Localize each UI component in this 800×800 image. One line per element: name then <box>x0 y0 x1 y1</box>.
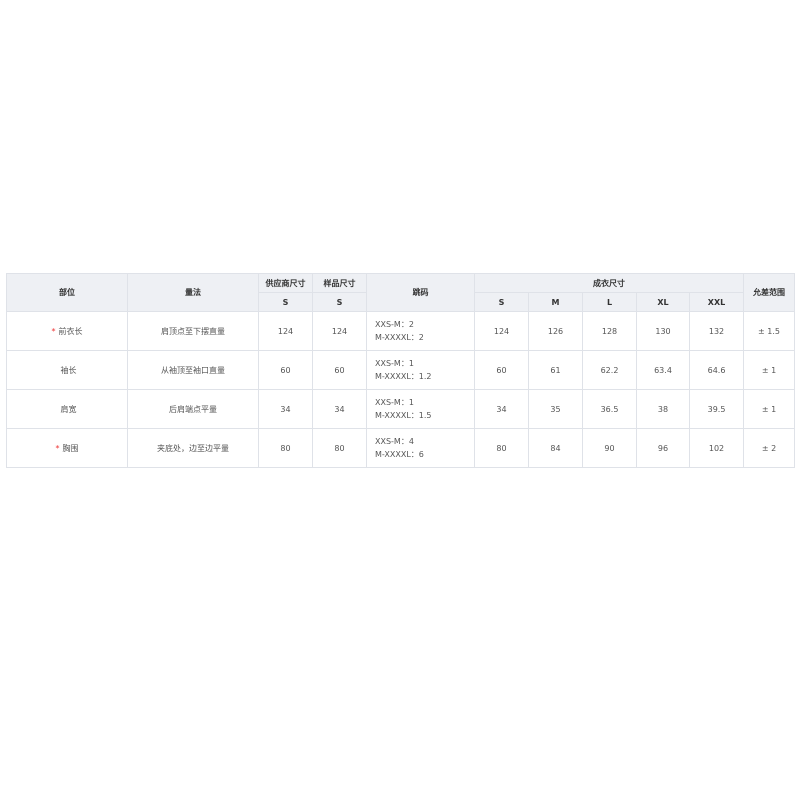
header-garment-size: 成衣尺寸 <box>473 273 745 293</box>
header-method: 量法 <box>127 273 259 312</box>
header-size-xxl: XXL <box>688 292 745 312</box>
garment-size-cell: 130 <box>636 311 690 351</box>
garment-size-cell: 62.2 <box>582 350 637 390</box>
header-sample-size: 样品尺寸 <box>312 273 367 293</box>
header-size-l: L <box>582 292 637 312</box>
grading-cell: XXS-M：4 M-XXXXL：6 <box>366 428 475 468</box>
table-row: * 胸围 夹底处，边至边平量 80 80 XXS-M：4 M-XXXXL：6 80 84 90 96… <box>6 428 796 468</box>
garment-size-cell: 36.5 <box>582 389 637 429</box>
garment-size-cell: 126 <box>528 311 583 351</box>
grading-cell: XXS-M：2 M-XXXXL：2 <box>366 311 475 351</box>
garment-size-cell: 38 <box>636 389 690 429</box>
part-name: 肩宽 <box>60 404 77 414</box>
header-size-s: S <box>474 292 529 312</box>
required-mark: * <box>55 443 60 453</box>
sample-size-cell: 124 <box>312 311 367 351</box>
header-sample-s: S <box>312 292 367 312</box>
header-supplier-size: 供应商尺寸 <box>258 273 313 293</box>
header-size-m: M <box>528 292 583 312</box>
table-row: 袖长 从袖顶至袖口直量 60 60 XXS-M：1 M-XXXXL：1.2 60 61 62.2… <box>6 350 796 390</box>
table-row: 肩宽 后肩端点平量 34 34 XXS-M：1 M-XXXXL：1.5 34 35 36.5 38… <box>6 389 796 429</box>
header-grading: 跳码 <box>366 273 475 312</box>
garment-size-cell: 61 <box>528 350 583 390</box>
sample-size-cell: 34 <box>312 389 367 429</box>
tolerance-cell: ± 1 <box>743 350 796 390</box>
garment-size-cell: 63.4 <box>636 350 690 390</box>
part-name: 前衣长 <box>58 326 83 336</box>
supplier-size-cell: 34 <box>258 389 313 429</box>
grading-line: XXS-M：4 <box>375 437 414 446</box>
method-cell: 后肩端点平量 <box>127 389 259 429</box>
method-cell: 肩顶点至下摆直量 <box>127 311 259 351</box>
garment-size-cell: 90 <box>582 428 637 468</box>
garment-size-cell: 60 <box>474 350 529 390</box>
header-tolerance: 允差范围 <box>743 273 796 312</box>
part-cell: * 前衣长 <box>6 311 128 351</box>
supplier-size-cell: 60 <box>258 350 313 390</box>
garment-size-cell: 84 <box>528 428 583 468</box>
method-cell: 从袖顶至袖口直量 <box>127 350 259 390</box>
garment-size-cell: 102 <box>688 428 745 468</box>
grading-line: XXS-M：2 <box>375 320 414 329</box>
garment-size-cell: 35 <box>528 389 583 429</box>
garment-size-cell: 128 <box>582 311 637 351</box>
garment-size-cell: 64.6 <box>688 350 745 390</box>
garment-size-cell: 124 <box>474 311 529 351</box>
grading-line: M-XXXXL：6 <box>375 450 424 459</box>
grading-line: XXS-M：1 <box>375 359 414 368</box>
tolerance-cell: ± 1.5 <box>743 311 796 351</box>
part-cell: 肩宽 <box>6 389 128 429</box>
sample-size-cell: 80 <box>312 428 367 468</box>
garment-size-cell: 39.5 <box>688 389 745 429</box>
grading-line: M-XXXXL：2 <box>375 333 424 342</box>
size-spec-table: 部位 量法 供应商尺寸 样品尺寸 跳码 成衣尺寸 允差范围 S S S M L … <box>6 273 796 468</box>
garment-size-cell: 80 <box>474 428 529 468</box>
part-name: 胸围 <box>62 443 79 453</box>
grading-cell: XXS-M：1 M-XXXXL：1.2 <box>366 350 475 390</box>
header-part: 部位 <box>6 273 128 312</box>
supplier-size-cell: 124 <box>258 311 313 351</box>
tolerance-cell: ± 2 <box>743 428 796 468</box>
grading-line: M-XXXXL：1.2 <box>375 372 432 381</box>
tolerance-cell: ± 1 <box>743 389 796 429</box>
grading-line: M-XXXXL：1.5 <box>375 411 432 420</box>
required-mark: * <box>51 326 56 336</box>
part-name: 袖长 <box>60 365 77 375</box>
header-supplier-s: S <box>258 292 313 312</box>
part-cell: * 胸围 <box>6 428 128 468</box>
garment-size-cell: 96 <box>636 428 690 468</box>
supplier-size-cell: 80 <box>258 428 313 468</box>
garment-size-cell: 132 <box>688 311 745 351</box>
garment-size-cell: 34 <box>474 389 529 429</box>
grading-cell: XXS-M：1 M-XXXXL：1.5 <box>366 389 475 429</box>
header-size-xl: XL <box>636 292 690 312</box>
grading-line: XXS-M：1 <box>375 398 414 407</box>
table-row: * 前衣长 肩顶点至下摆直量 124 124 XXS-M：2 M-XXXXL：2 124 126… <box>6 311 796 351</box>
part-cell: 袖长 <box>6 350 128 390</box>
method-cell: 夹底处，边至边平量 <box>127 428 259 468</box>
sample-size-cell: 60 <box>312 350 367 390</box>
